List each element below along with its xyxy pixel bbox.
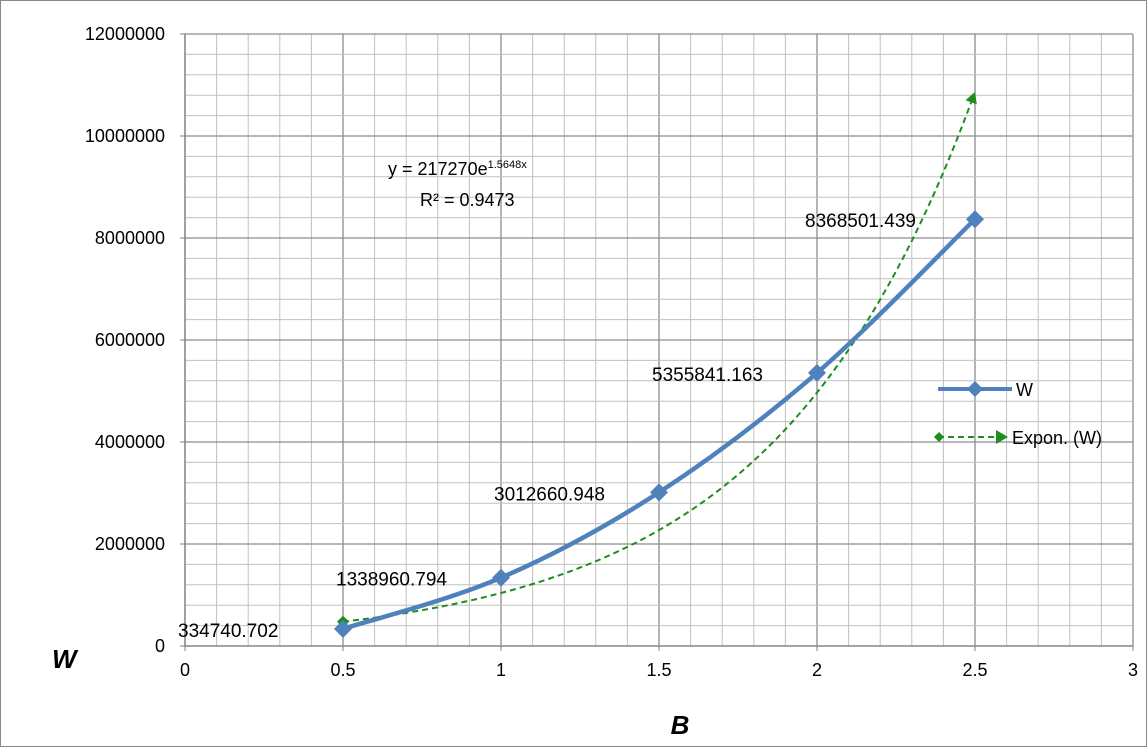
x-tick-label: 1 [496,660,506,680]
data-label: 1338960.794 [336,570,447,591]
y-tick-label: 4000000 [95,432,165,452]
trendline-r-squared: R² = 0.9473 [420,190,515,210]
x-tick-label: 1.5 [646,660,671,680]
y-tick-label: 0 [155,636,165,656]
y-tick-label: 10000000 [85,126,165,146]
y-tick-label: 8000000 [95,228,165,248]
legend-trend-label: Expon. (W) [1012,428,1102,448]
x-tick-label: 2 [812,660,822,680]
x-tick-label: 0 [180,660,190,680]
data-label: 5355841.163 [652,365,763,386]
y-tick-label: 2000000 [95,534,165,554]
x-axis-title: B [671,710,690,740]
data-label: 3012660.948 [494,484,605,505]
data-label: 8368501.439 [805,211,916,232]
data-label: 334740.702 [178,621,278,642]
x-tick-label: 2.5 [962,660,987,680]
x-tick-label: 0.5 [330,660,355,680]
y-axis-title: W [52,644,79,674]
y-tick-label: 6000000 [95,330,165,350]
legend-w-label: W [1016,380,1033,400]
y-tick-label: 12000000 [85,24,165,44]
x-tick-label: 3 [1128,660,1138,680]
